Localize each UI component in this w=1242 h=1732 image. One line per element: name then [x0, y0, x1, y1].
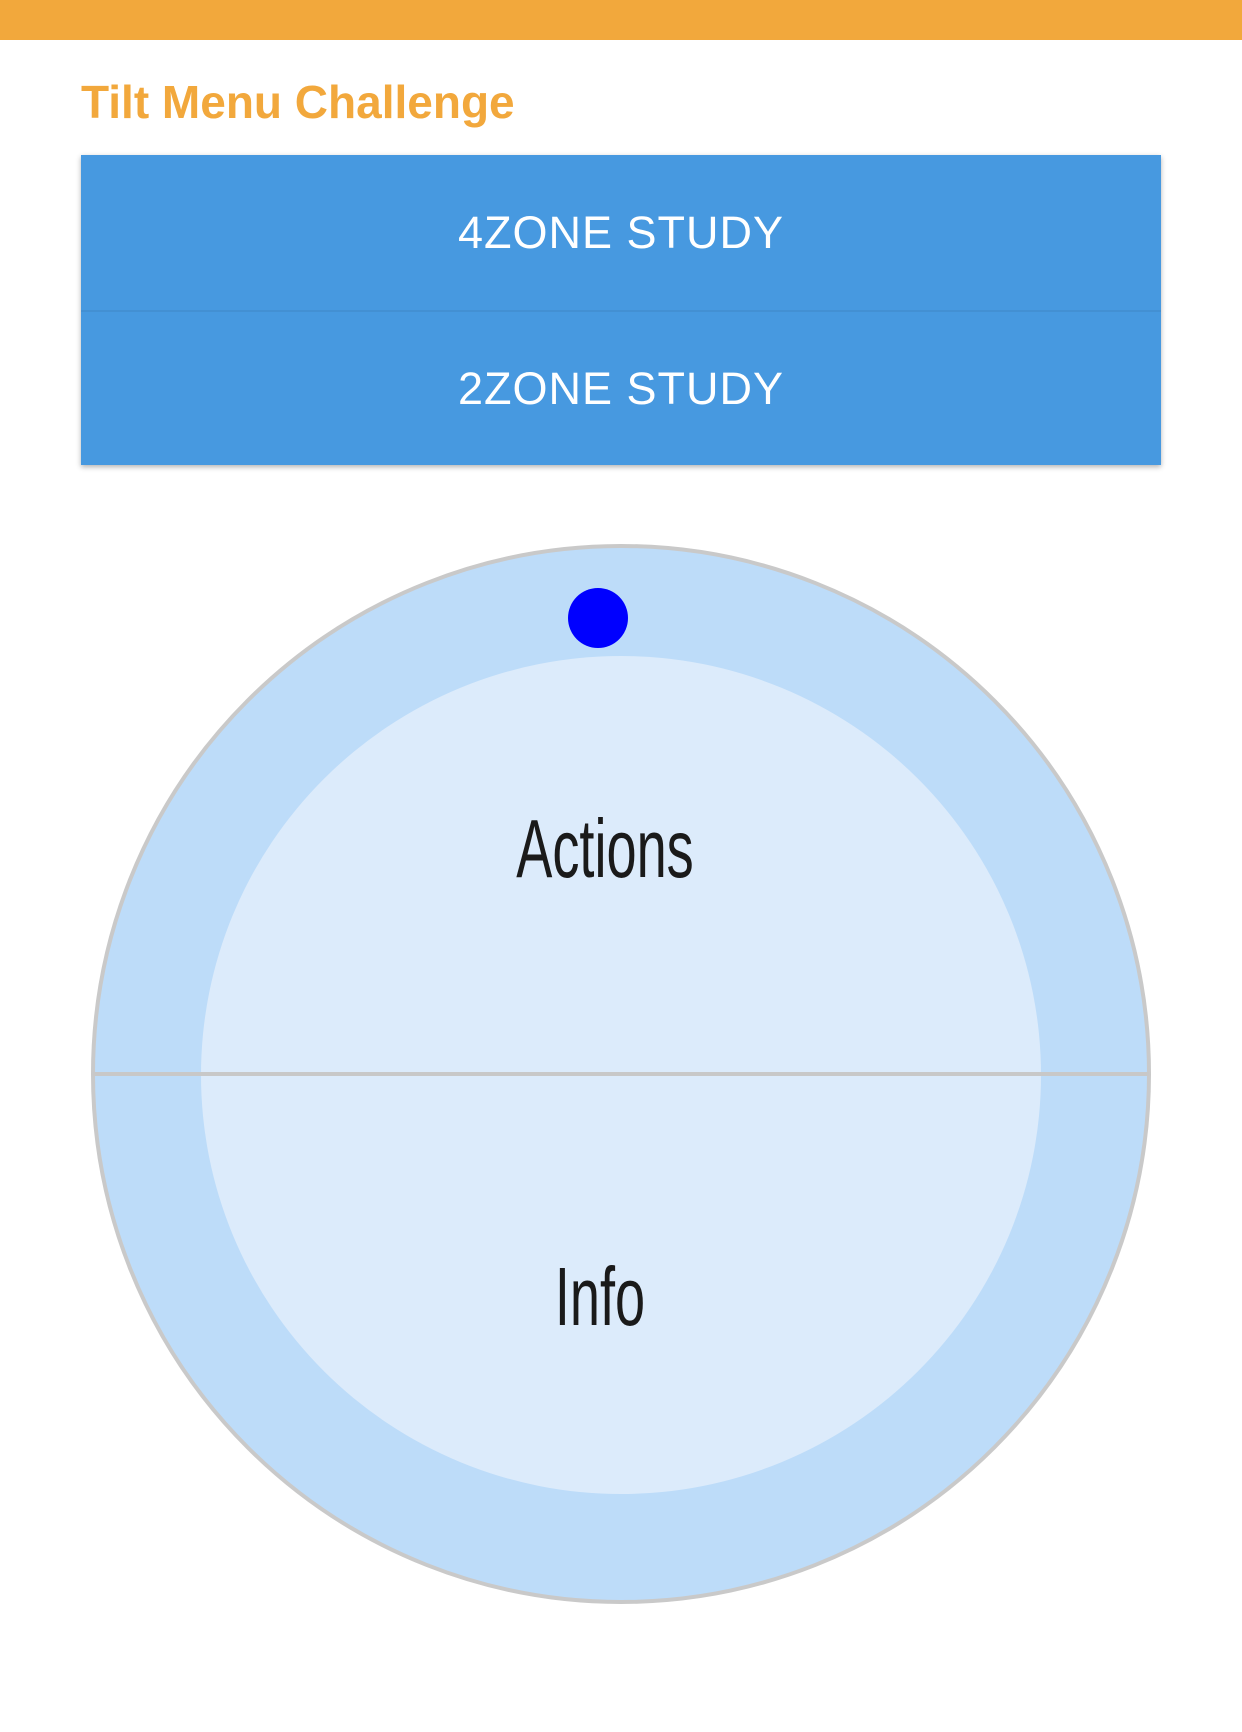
- 4zone-study-button[interactable]: 4ZONE STUDY: [81, 155, 1161, 310]
- top-accent-bar: [0, 0, 1242, 40]
- tilt-cursor-dot: [568, 588, 628, 648]
- study-menu: 4ZONE STUDY 2ZONE STUDY: [81, 155, 1161, 465]
- zone-info[interactable]: Info: [555, 1251, 645, 1343]
- zone-actions-label: Actions: [516, 803, 693, 895]
- zone-actions[interactable]: Actions: [516, 803, 693, 895]
- 2zone-study-button[interactable]: 2ZONE STUDY: [81, 310, 1161, 465]
- page-title: Tilt Menu Challenge: [81, 76, 515, 128]
- zone-info-label: Info: [555, 1251, 645, 1343]
